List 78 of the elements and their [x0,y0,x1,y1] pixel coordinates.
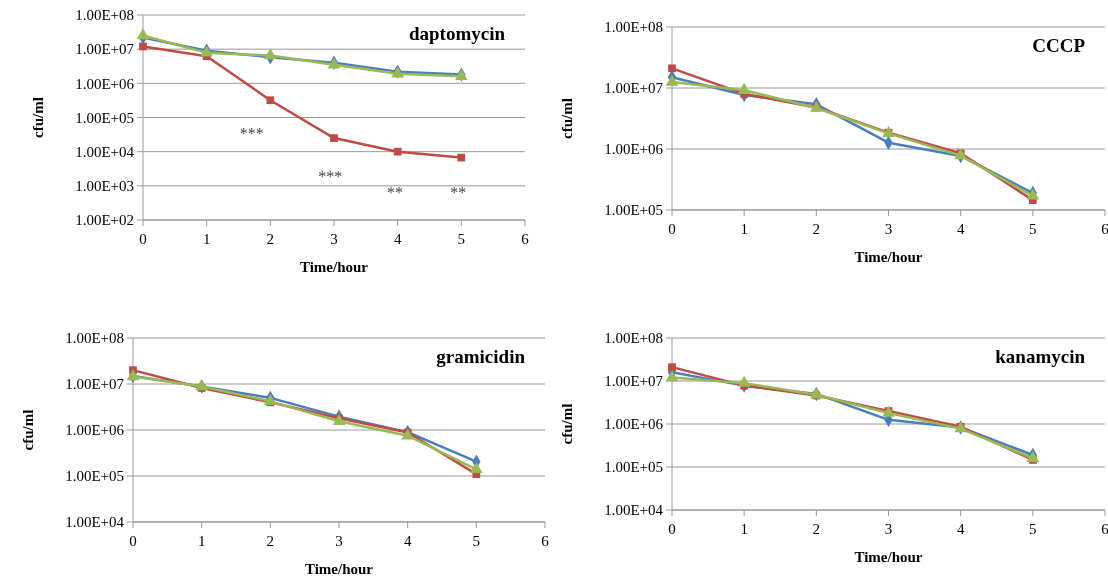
x-tick-label: 4 [956,221,965,237]
x-tick-label: 6 [1101,221,1108,237]
annotation: ** [450,184,467,202]
y-tick-label: 1.00E+06 [75,75,135,92]
y-tick-label: 1.00E+08 [604,330,663,347]
x-tick-label: 4 [393,231,402,247]
y-tick-label: 1.00E+07 [65,376,125,393]
x-tick-label: 0 [668,521,676,537]
y-tick-label: 1.00E+05 [75,109,134,126]
x-tick-label: 1 [740,221,748,237]
x-tick-label: 0 [668,221,676,237]
y-tick-label: 1.00E+03 [75,178,134,195]
point [266,96,275,105]
annotation: *** [239,124,264,142]
y-axis-title: cfu/ml [559,403,575,445]
point [393,147,402,156]
x-tick-label: 4 [403,533,412,549]
chart-title: CCCP [1032,35,1086,56]
point [469,461,483,473]
y-tick-label: 1.00E+06 [604,141,664,158]
point [737,82,751,94]
annotation: *** [318,167,343,185]
x-tick-label: 2 [266,533,275,549]
x-tick-label: 3 [884,221,893,237]
x-tick-label: 2 [812,221,821,237]
y-tick-label: 1.00E+05 [65,468,124,485]
x-tick-label: 2 [266,231,275,247]
x-tick-label: 5 [1029,521,1037,537]
x-tick-label: 6 [541,533,550,549]
y-tick-label: 1.00E+07 [604,80,664,97]
point [665,370,679,382]
x-tick-label: 5 [472,533,481,549]
chart-title: kanamycin [995,346,1086,367]
point [330,134,338,142]
chart-title: gramicidin [436,346,526,367]
x-tick-label: 1 [197,533,206,549]
x-tick-label: 4 [956,521,965,537]
x-tick-label: 1 [202,231,211,247]
y-tick-label: 1.00E+08 [75,7,134,24]
y-tick-label: 1.00E+04 [75,143,135,160]
y-tick-label: 1.00E+04 [604,502,664,519]
x-tick-label: 0 [139,231,147,247]
x-tick-label: 6 [521,231,530,247]
point [665,74,679,86]
chart-title: daptomycin [408,23,506,44]
y-tick-label: 1.00E+05 [604,459,663,476]
point [737,375,751,387]
x-tick-label: 3 [884,521,893,537]
y-tick-label: 1.00E+08 [604,19,663,36]
x-tick-label: 5 [457,231,466,247]
y-tick-label: 1.00E+02 [75,212,134,229]
x-axis-title: Time/hour [854,549,923,565]
x-axis-title: Time/hour [299,259,369,275]
x-axis-title: Time/hour [304,561,374,577]
x-tick-label: 6 [1101,521,1108,537]
x-tick-label: 1 [740,521,748,537]
y-tick-label: 1.00E+05 [604,202,663,219]
y-tick-label: 1.00E+06 [65,422,125,439]
x-tick-label: 3 [330,231,338,247]
x-tick-label: 2 [812,521,821,537]
y-axis-title: cfu/ml [20,409,36,451]
x-axis-title: Time/hour [854,249,923,265]
point [263,48,277,60]
point [668,64,676,73]
y-axis-title: cfu/ml [559,98,575,139]
x-tick-label: 0 [129,533,137,549]
y-tick-label: 1.00E+04 [65,514,125,531]
point [136,28,150,40]
point [457,153,466,162]
y-tick-label: 1.00E+07 [604,373,664,390]
y-tick-label: 1.00E+08 [65,330,124,347]
annotation: ** [387,184,404,202]
point [668,363,676,372]
x-tick-label: 5 [1029,221,1037,237]
y-axis-title: cfu/ml [30,97,46,138]
y-tick-label: 1.00E+06 [604,416,664,433]
y-tick-label: 1.00E+07 [75,41,135,58]
x-tick-label: 3 [335,533,343,549]
